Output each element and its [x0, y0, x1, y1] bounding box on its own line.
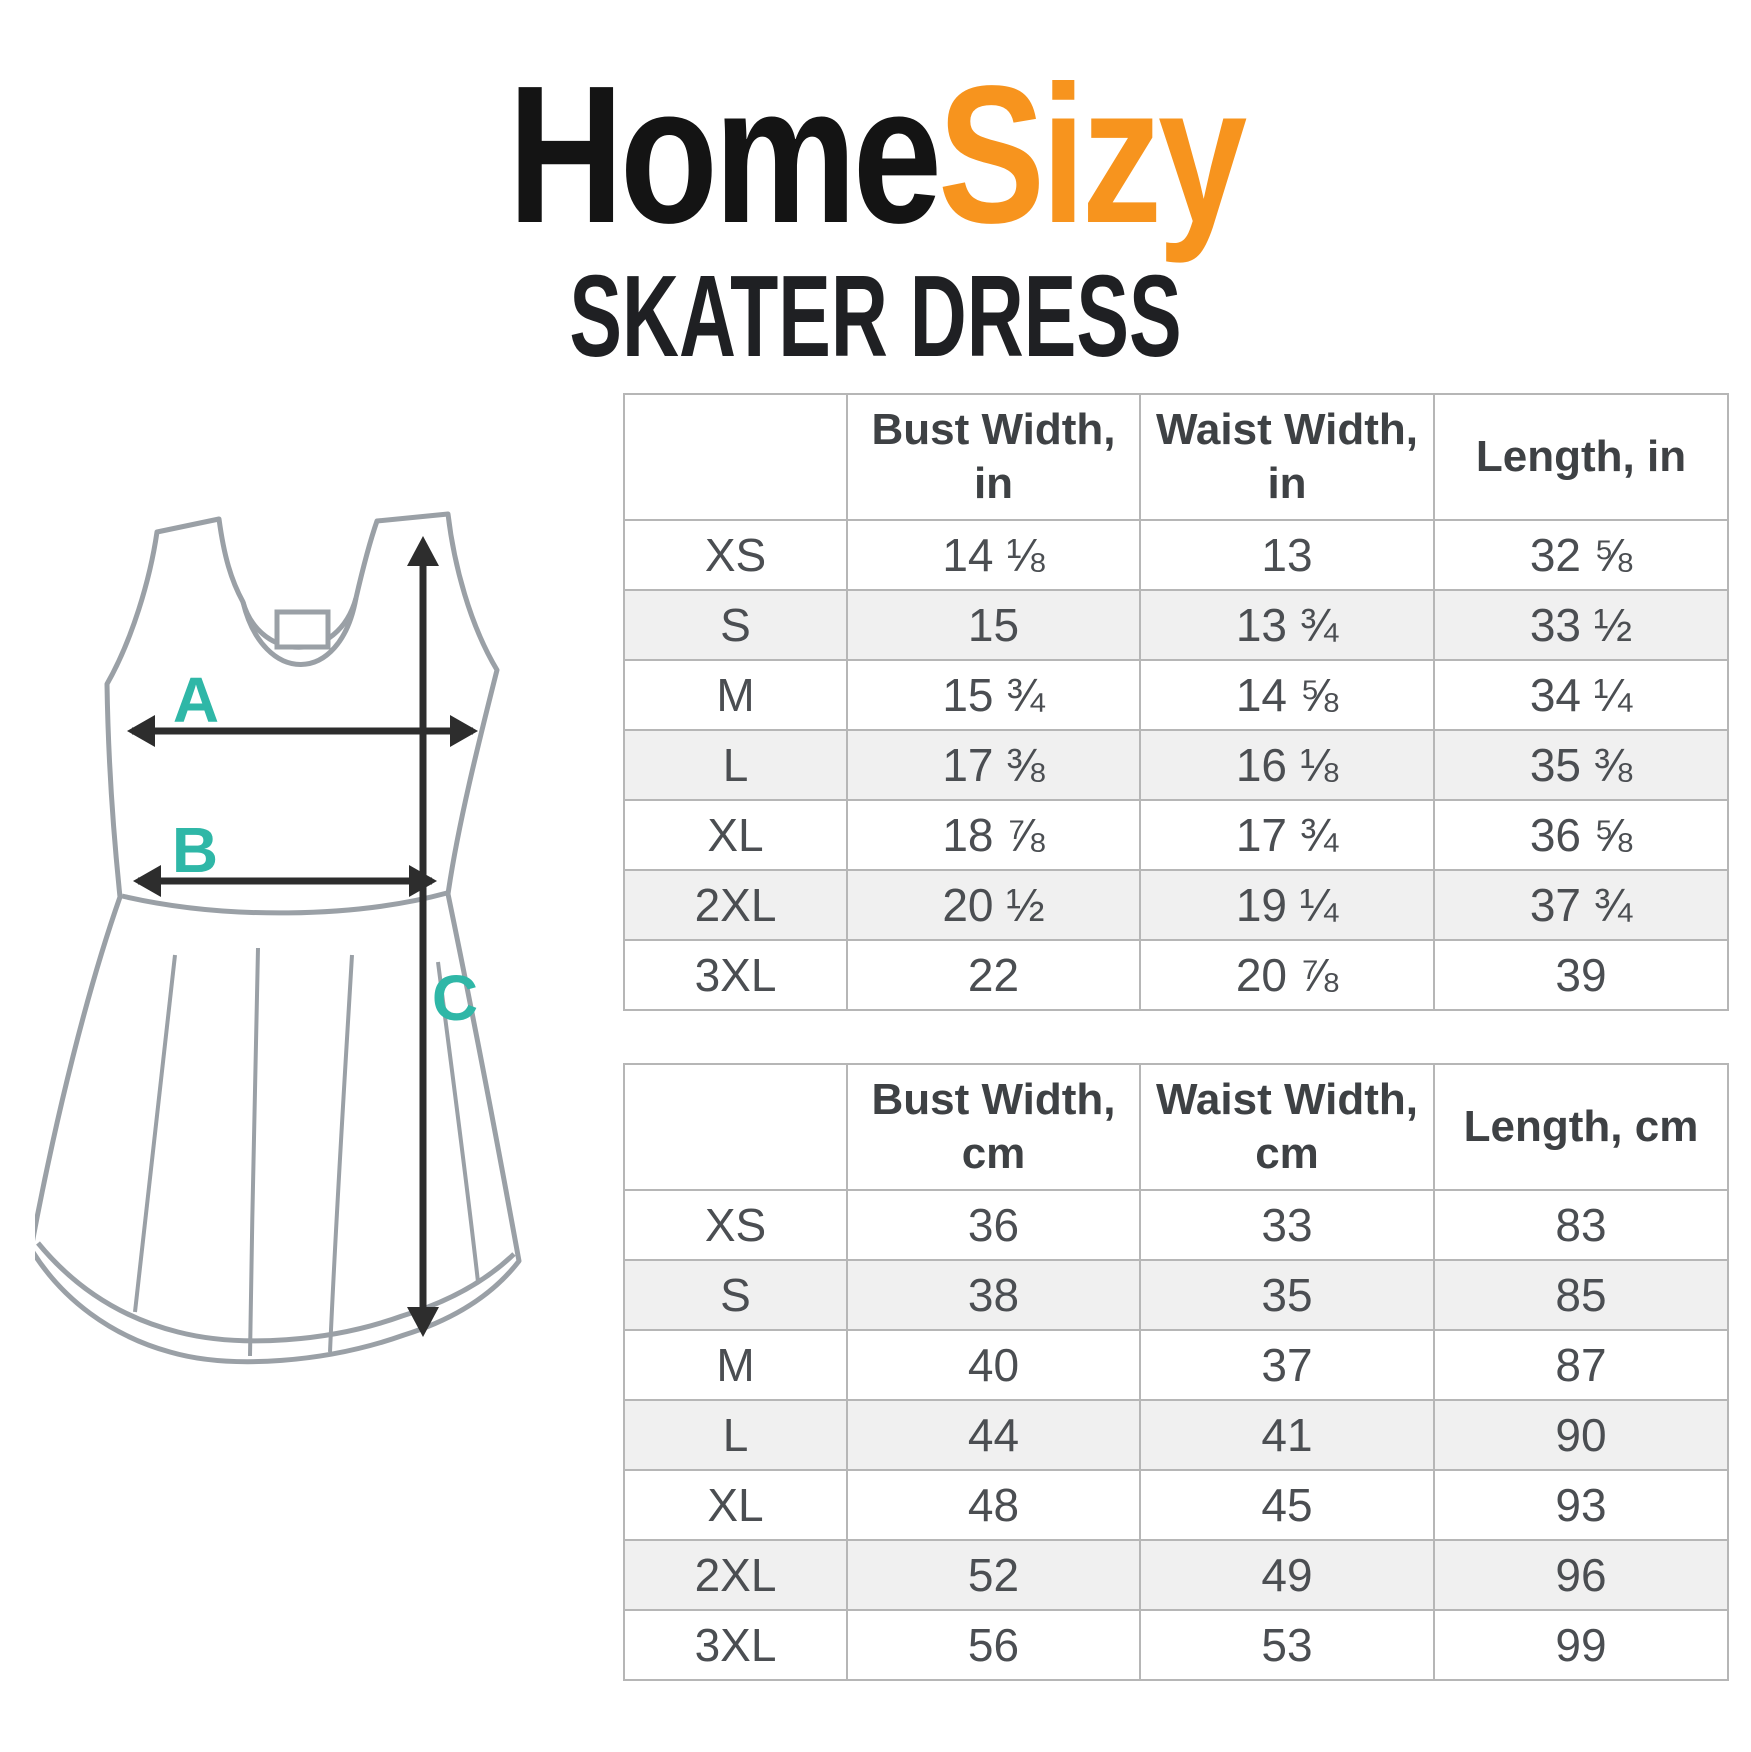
column-header: Waist Width, cm [1139, 1063, 1435, 1191]
dress-measurement-diagram: A B C [35, 505, 535, 1385]
measurement-cell: 90 [1433, 1399, 1729, 1471]
column-header: Length, cm [1433, 1063, 1729, 1191]
size-row: 3XL 56 53 99 [623, 1609, 1729, 1681]
size-row: M 15 ¾ 14 ⅝ 34 ¼ [623, 659, 1729, 731]
size-row: 2XL 20 ½ 19 ¼ 37 ¾ [623, 869, 1729, 941]
column-header: Length, in [1433, 393, 1729, 521]
corner-cell [623, 393, 848, 521]
measurement-cell: 13 [1139, 519, 1435, 591]
size-table-inches: Bust Width, in Waist Width, in Length, in … [623, 393, 1729, 1011]
size-label-cell: M [623, 1329, 848, 1401]
dress-outline [35, 511, 522, 1365]
measurement-cell: 37 ¾ [1433, 869, 1729, 941]
measurement-cell: 49 [1139, 1539, 1435, 1611]
size-row: L 44 41 90 [623, 1399, 1729, 1471]
waist-seam-line [121, 890, 448, 916]
measurement-cell: 32 ⅝ [1433, 519, 1729, 591]
size-label-cell: XL [623, 1469, 848, 1541]
column-header: Bust Width, in [846, 393, 1141, 521]
size-label-cell: XL [623, 799, 848, 871]
brand-logo: HomeSizy [158, 52, 1594, 258]
size-label-cell: L [623, 1399, 848, 1471]
measurement-cell: 83 [1433, 1189, 1729, 1261]
measurement-cell: 15 ¾ [846, 659, 1141, 731]
size-row: S 15 13 ¾ 33 ½ [623, 589, 1729, 661]
measurement-cell: 56 [846, 1609, 1141, 1681]
measurement-cell: 15 [846, 589, 1141, 661]
measurement-cell: 52 [846, 1539, 1141, 1611]
size-row: XS 36 33 83 [623, 1189, 1729, 1261]
size-label-cell: S [623, 1259, 848, 1331]
size-label-cell: 2XL [623, 1539, 848, 1611]
measurement-cell: 33 ½ [1433, 589, 1729, 661]
size-table-centimeters-header: Bust Width, cm Waist Width, cm Length, cm [623, 1063, 1729, 1191]
length-label: C [432, 962, 478, 1034]
skirt-fold-lines [133, 947, 480, 1357]
measurement-cell: 37 [1139, 1329, 1435, 1401]
size-row: XL 48 45 93 [623, 1469, 1729, 1541]
column-header: Bust Width, cm [846, 1063, 1141, 1191]
column-header: Waist Width, in [1139, 393, 1435, 521]
size-row: 2XL 52 49 96 [623, 1539, 1729, 1611]
measurement-cell: 35 [1139, 1259, 1435, 1331]
measurement-cell: 13 ¾ [1139, 589, 1435, 661]
measurement-cell: 34 ¼ [1433, 659, 1729, 731]
size-label-cell: 3XL [623, 939, 848, 1011]
measurement-cell: 87 [1433, 1329, 1729, 1401]
size-label-cell: XS [623, 519, 848, 591]
measurement-cell: 36 [846, 1189, 1141, 1261]
measurement-cell: 53 [1139, 1609, 1435, 1681]
size-row: XL 18 ⅞ 17 ¾ 36 ⅝ [623, 799, 1729, 871]
brand-name-orange: Sizy [937, 45, 1247, 264]
measurement-cell: 35 ⅜ [1433, 729, 1729, 801]
size-row: XS 14 ⅛ 13 32 ⅝ [623, 519, 1729, 591]
measurement-cell: 99 [1433, 1609, 1729, 1681]
length-arrow [407, 536, 439, 1337]
measurement-cell: 17 ¾ [1139, 799, 1435, 871]
measurement-cell: 93 [1433, 1469, 1729, 1541]
measurement-cell: 44 [846, 1399, 1141, 1471]
measurement-cell: 39 [1433, 939, 1729, 1011]
measurement-cell: 38 [846, 1259, 1141, 1331]
measurement-cell: 45 [1139, 1469, 1435, 1541]
measurement-cell: 20 ⅞ [1139, 939, 1435, 1011]
measurement-cell: 41 [1139, 1399, 1435, 1471]
size-label-cell: L [623, 729, 848, 801]
size-label-cell: 3XL [623, 1609, 848, 1681]
size-row: M 40 37 87 [623, 1329, 1729, 1401]
measurement-cell: 96 [1433, 1539, 1729, 1611]
neckline-band-line [240, 597, 359, 667]
measurement-cell: 16 ⅛ [1139, 729, 1435, 801]
size-table-inches-header: Bust Width, in Waist Width, in Length, in [623, 393, 1729, 521]
measurement-cell: 17 ⅜ [846, 729, 1141, 801]
measurement-cell: 22 [846, 939, 1141, 1011]
size-table-centimeters: Bust Width, cm Waist Width, cm Length, cm … [623, 1063, 1729, 1681]
size-label-cell: XS [623, 1189, 848, 1261]
neck-tag [274, 609, 331, 650]
corner-cell [623, 1063, 848, 1191]
size-label-cell: 2XL [623, 869, 848, 941]
measurement-cell: 18 ⅞ [846, 799, 1141, 871]
size-label-cell: M [623, 659, 848, 731]
measurement-cell: 20 ½ [846, 869, 1141, 941]
waist-label: B [172, 814, 218, 886]
size-label-cell: S [623, 589, 848, 661]
measurement-cell: 48 [846, 1469, 1141, 1541]
hem-inner-line [36, 1241, 516, 1344]
bust-arrow [127, 715, 478, 747]
bust-label: A [173, 664, 219, 736]
size-row: 3XL 22 20 ⅞ 39 [623, 939, 1729, 1011]
measurement-cell: 14 ⅝ [1139, 659, 1435, 731]
measurement-cell: 40 [846, 1329, 1141, 1401]
measurement-cell: 85 [1433, 1259, 1729, 1331]
measurement-cell: 33 [1139, 1189, 1435, 1261]
size-row: L 17 ⅜ 16 ⅛ 35 ⅜ [623, 729, 1729, 801]
brand-name-black: Home [507, 45, 942, 264]
product-title: SKATER DRESS [569, 251, 1182, 381]
measurement-cell: 19 ¼ [1139, 869, 1435, 941]
size-row: S 38 35 85 [623, 1259, 1729, 1331]
measurement-cell: 36 ⅝ [1433, 799, 1729, 871]
measurement-cell: 14 ⅛ [846, 519, 1141, 591]
